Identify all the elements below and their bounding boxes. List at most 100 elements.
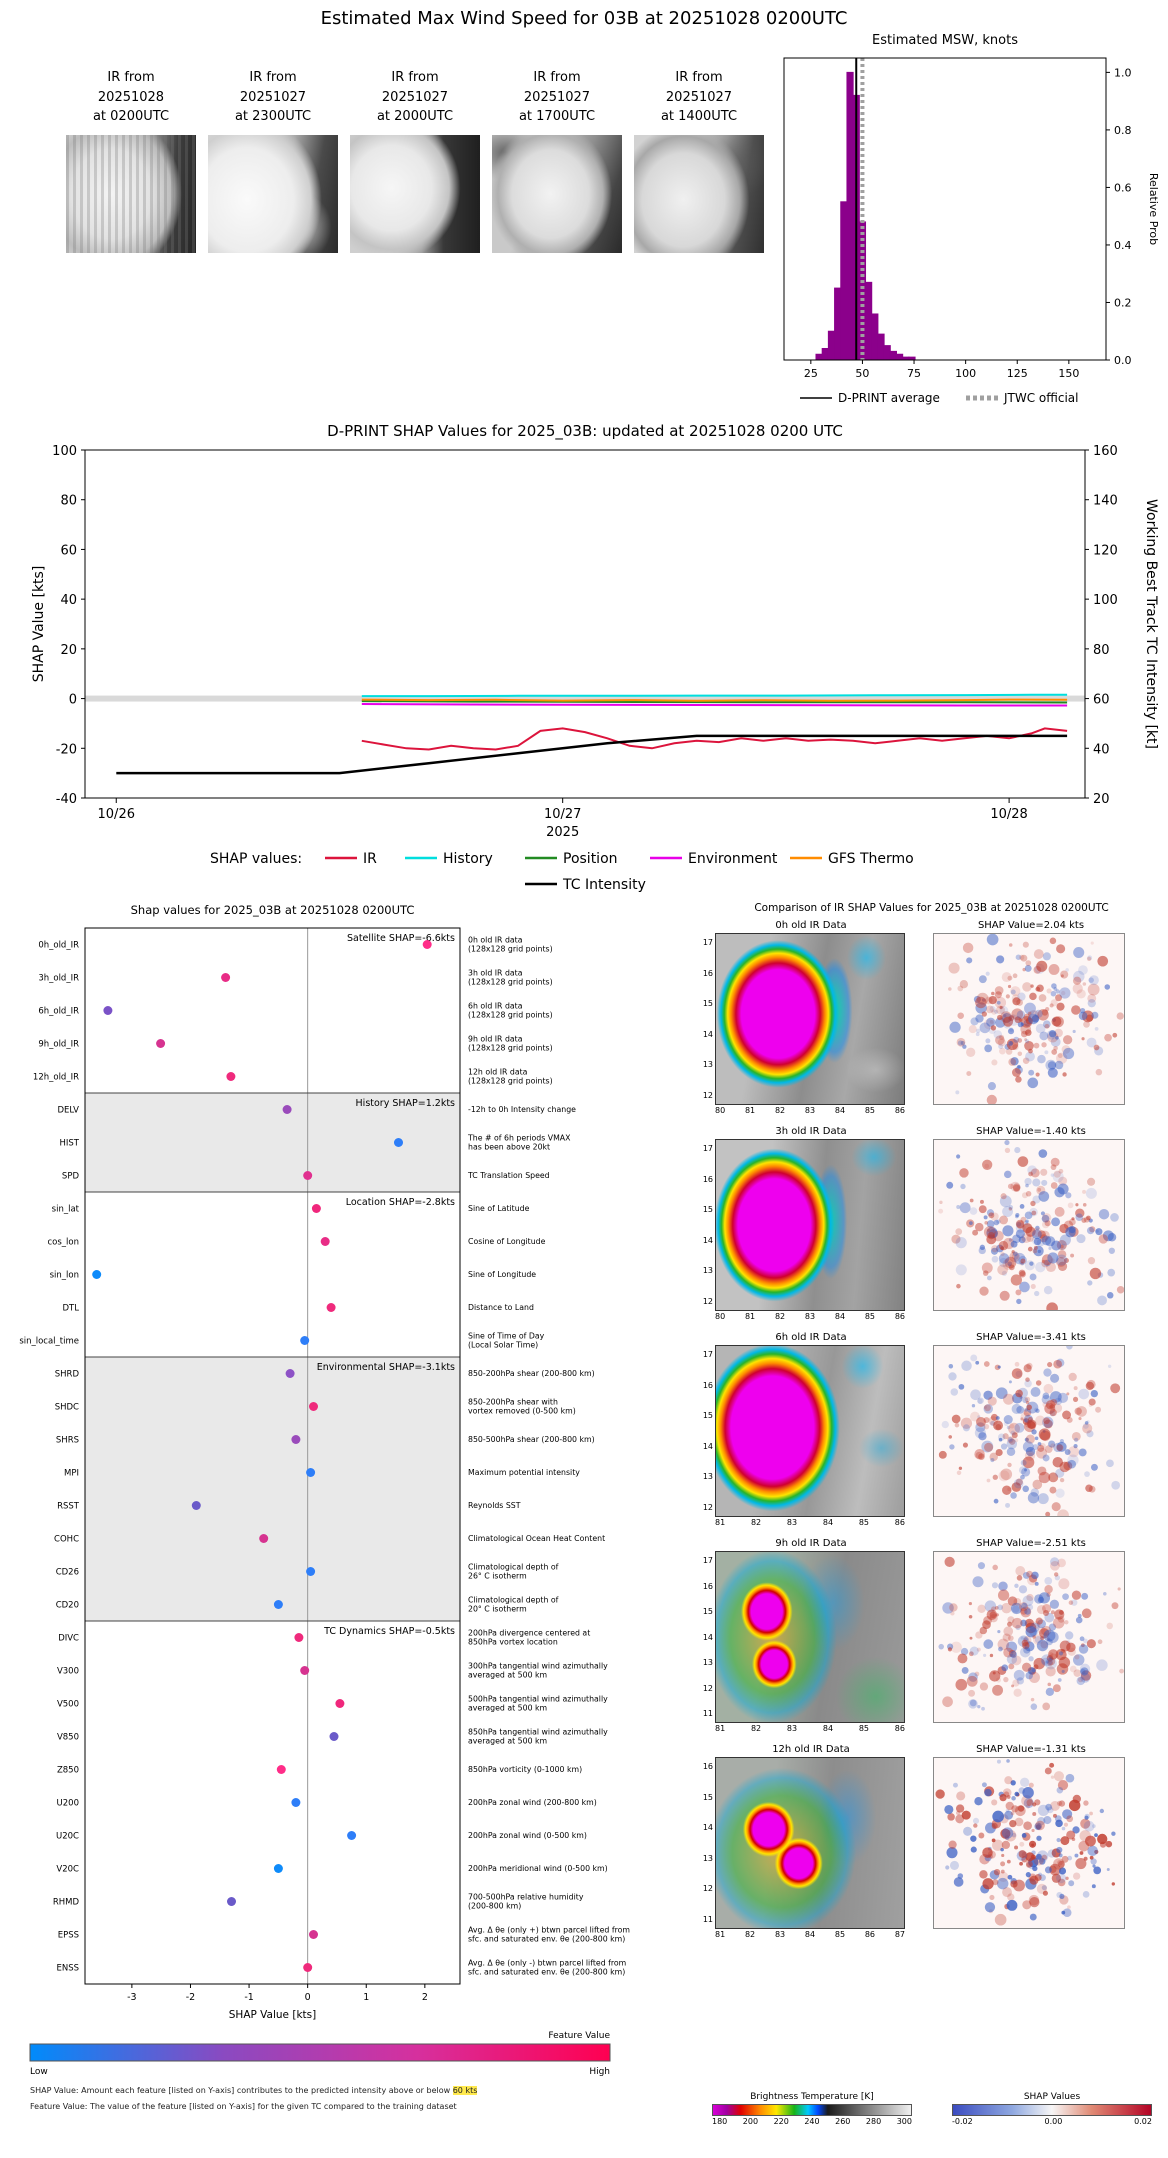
shap-noise-dot [968,1025,977,1034]
shap-noise-dot [1006,1759,1010,1763]
right-y-tick: 60 [1093,693,1110,708]
shap-noise-dot [1000,1861,1006,1867]
shap-noise-dot [1002,1225,1014,1237]
ir-panel: 0h old IR Data 17 16 15 14 13 12 80 81 82 83 84 85 86 [695,920,907,1115]
shap-noise-dot [1014,1361,1020,1367]
shap-noise-dot [974,1671,980,1677]
feature-label: RSST [57,1502,80,1512]
shap-noise-dot [977,1705,981,1709]
shap-colorbar-gradient [952,2104,1152,2116]
shap-dot-CD26 [306,1567,316,1576]
shap-noise-dot [1000,1828,1011,1839]
shap-noise-dot [1022,967,1026,972]
shap-noise-dot [1057,1250,1067,1259]
right-y-tick: 100 [1093,593,1118,608]
shap-dot-V300 [300,1666,310,1675]
shap-noise-dot [1063,1258,1069,1263]
shap-noise-dot [1072,976,1082,985]
shap-dot-0h_old_IR [422,940,432,949]
shap-noise-dot [1005,994,1010,999]
shap-noise-dot [991,1009,997,1015]
shap-noise-dot [1024,1437,1029,1442]
shap-noise-dot [966,957,973,964]
shap-noise-dot [1014,1817,1024,1827]
shap-noise-dot [1072,1654,1085,1666]
shap-noise-dot [1014,1016,1022,1024]
shap-noise-dot [1010,1181,1021,1192]
shap-noise-dot [1005,1502,1011,1508]
shap-noise-dot [1059,987,1071,999]
timeseries-frame [84,449,1086,799]
shap-noise-dot [1042,1890,1048,1896]
shap-noise-dot [1007,1462,1012,1468]
shap-noise-dot [992,1879,999,1886]
shap-noise-dot [1037,1054,1046,1064]
shap-dot-HIST [394,1138,403,1147]
lat-tick: 11 [702,1914,713,1924]
feature-desc: 0h old IR data [468,936,523,945]
shap-noise-dot [960,1417,973,1429]
shap-noise-dot [996,1219,1001,1224]
footnote-feature-value: Feature Value: The value of the feature … [30,2102,457,2111]
lat-tick: 15 [702,1411,713,1421]
shap-noise-dot [1108,1247,1115,1254]
lon-tick: 80 [715,1106,726,1115]
shap-noise-dot [1029,1896,1040,1908]
shap-noise-dot [1021,1467,1031,1477]
shap-noise-dot [983,1390,993,1400]
shap-noise-dot [1035,1225,1040,1231]
shap-noise-dot [1018,1466,1027,1475]
shap-noise-dot [1036,1238,1045,1247]
feature-label: sin_lat [52,1205,80,1215]
shap-noise-dot [1008,1058,1017,1066]
shap-noise-dot [1026,1862,1032,1868]
shap-noise-dot [1043,1816,1052,1825]
shap-noise-dot [991,1838,996,1843]
left-y-tick: 100 [52,444,77,459]
shap-noise-dot [954,1422,960,1428]
shap-noise-dot [955,1678,968,1691]
shap-noise-dot [1025,960,1032,966]
shap-noise-dot [1078,1448,1087,1457]
shap-noise-dot [1006,1438,1018,1450]
lon-tick: 86 [894,1312,905,1321]
shap-noise-dot [1049,1405,1053,1409]
shap-noise-dot [986,934,999,946]
shap-noise-dot [1010,1651,1017,1658]
shap-panel: SHAP Value=2.04 kts [933,920,1129,1115]
shap-panel-title: SHAP Value=-3.41 kts [976,1332,1086,1343]
shap-noise-dot [1008,1205,1014,1210]
feature-desc: Cosine of Longitude [468,1237,546,1246]
shap-noise-dot [1014,1422,1025,1433]
shap-noise-dot [1073,1669,1081,1677]
shap-noise-dot [1107,1233,1117,1242]
x-tick: 10/27 [544,807,581,822]
shap-noise-dot [1024,1396,1031,1403]
left-y-tick: 60 [60,543,77,558]
shap-noise-dot [1009,1438,1016,1445]
shap-noise-dot [1050,1610,1055,1615]
series-position [361,700,1068,704]
shap-noise-dot [1054,1060,1064,1070]
bt-tick: 180 [712,2117,728,2126]
shap-noise-dot [966,1675,978,1687]
shap-noise-dot [1036,1835,1042,1841]
comparison-title: Comparison of IR SHAP Values for 2025_03… [754,902,1109,914]
shap-noise-dot [938,1643,944,1650]
shap-noise-dot [969,1646,979,1656]
shap-noise-dot [946,1181,954,1189]
shap-noise-dot [1028,1013,1039,1025]
caption-line: at 1700UTC [518,109,596,124]
shap-noise-dot [979,1022,991,1034]
shap-noise-dot [996,1759,1001,1764]
lat-tick: 15 [702,999,713,1009]
ir-map-wrap: 17 16 15 14 13 12 [695,933,907,1105]
shap-noise-dot [951,1234,961,1244]
shap-noise-dot [970,1354,978,1362]
shap-noise-dot [1036,1447,1047,1459]
shap-noise-dot [993,1498,999,1504]
shap-noise-dot [998,1253,1010,1264]
shap-noise-dot [1089,1226,1096,1233]
shap-noise-dot [1016,1221,1022,1227]
shap-noise-dot [948,962,960,974]
